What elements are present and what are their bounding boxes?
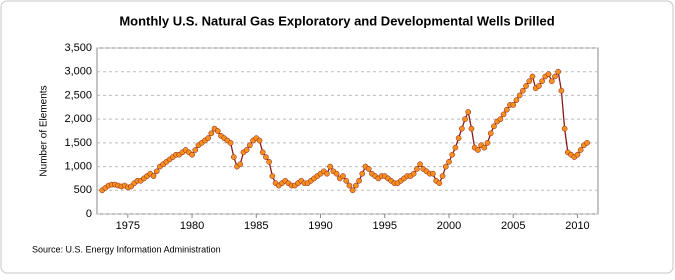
x-tick-label: 2005 — [501, 220, 525, 232]
data-point — [545, 71, 552, 77]
data-point — [574, 151, 581, 158]
plot-area — [96, 47, 599, 215]
data-point — [558, 87, 565, 94]
y-axis-label: Number of Elements — [39, 85, 50, 176]
x-tick-label: 1975 — [116, 220, 140, 232]
data-point — [227, 140, 234, 146]
data-point — [343, 177, 350, 184]
data-point — [356, 177, 362, 184]
data-point — [349, 187, 356, 194]
data-point — [256, 137, 263, 144]
data-point — [520, 87, 526, 94]
y-tick-label: 3,500 — [64, 42, 92, 54]
data-point — [430, 170, 436, 177]
data-point — [150, 173, 157, 179]
data-point — [513, 97, 520, 104]
data-point — [497, 116, 504, 122]
data-point — [365, 166, 372, 172]
data-point — [536, 83, 542, 89]
source: Source: U.S. Energy Information Administ… — [32, 244, 221, 254]
chart-title: Monthly U.S. Natural Gas Exploratory and… — [119, 13, 554, 28]
data-point — [481, 144, 488, 151]
data-point — [484, 140, 491, 146]
data-point — [552, 73, 558, 80]
data-point — [237, 161, 244, 168]
data-point — [529, 73, 536, 80]
data-point — [458, 125, 465, 132]
data-point — [214, 128, 221, 134]
data-point — [269, 173, 276, 179]
data-point — [266, 158, 272, 165]
y-tick-label: 0 — [86, 208, 92, 220]
data-point — [577, 147, 584, 153]
data-point — [510, 102, 517, 108]
y-tick-label: 2,500 — [64, 89, 92, 101]
data-point — [359, 170, 366, 177]
y-tick-label: 1,500 — [64, 137, 92, 149]
x-tick-label: 2010 — [565, 220, 589, 232]
data-point — [410, 170, 417, 177]
y-tick-label: 500 — [74, 184, 92, 196]
data-point — [247, 142, 253, 149]
data-point — [526, 78, 533, 85]
data-point — [503, 106, 510, 113]
data-point — [259, 149, 266, 156]
x-tick-label: 1995 — [373, 220, 397, 232]
data-point — [189, 151, 195, 158]
data-point — [491, 123, 497, 130]
data-point — [346, 182, 353, 189]
data-point — [327, 163, 334, 170]
x-tick-label: 1980 — [180, 220, 204, 232]
data-point — [414, 166, 420, 172]
data-point — [340, 173, 346, 179]
data-point — [353, 182, 359, 189]
data-point — [263, 154, 269, 160]
data-point — [487, 130, 494, 137]
data-point — [500, 111, 507, 118]
data-point — [584, 140, 590, 146]
data-point — [475, 147, 481, 153]
data-point — [539, 78, 545, 85]
data-point — [439, 173, 446, 179]
data-point — [561, 125, 568, 132]
data-point — [548, 78, 555, 85]
data-point — [523, 83, 529, 89]
data-point — [555, 68, 562, 75]
data-point — [442, 163, 449, 170]
data-point — [468, 125, 475, 132]
data-point — [243, 147, 250, 153]
y-tick-label: 1,000 — [64, 160, 92, 172]
data-point — [205, 135, 211, 141]
data-point — [208, 130, 215, 137]
data-point — [455, 135, 462, 141]
data-point — [465, 109, 472, 115]
x-tick-label: 1985 — [244, 220, 268, 232]
data-point — [516, 92, 523, 99]
data-point — [462, 116, 468, 122]
x-tick-label: 2000 — [437, 220, 461, 232]
data-point — [230, 154, 237, 160]
x-tick-label: 1990 — [308, 220, 332, 232]
data-point — [417, 161, 423, 168]
data-point — [333, 170, 340, 177]
data-point — [192, 147, 199, 153]
data-point — [449, 151, 456, 158]
data-point — [436, 180, 443, 187]
data-point — [446, 158, 452, 165]
data-point — [324, 170, 330, 177]
y-tick-label: 2,000 — [64, 113, 92, 125]
y-tick-label: 3,000 — [64, 66, 92, 78]
data-point — [452, 144, 459, 151]
data-point — [153, 168, 160, 175]
